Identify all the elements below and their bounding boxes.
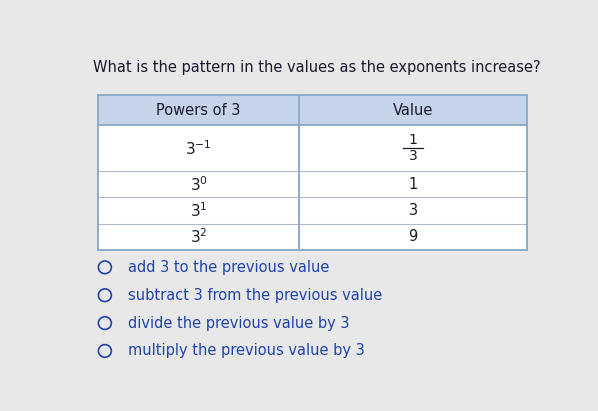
Text: 1: 1 [408,133,417,147]
Text: 3: 3 [408,149,417,163]
Bar [98,95,527,125]
Text: What is the pattern in the values as the exponents increase?: What is the pattern in the values as the… [93,60,541,75]
Bar [98,197,527,224]
Text: $3^{0}$: $3^{0}$ [190,175,208,194]
Text: multiply the previous value by 3: multiply the previous value by 3 [128,344,365,358]
Text: subtract 3 from the previous value: subtract 3 from the previous value [128,288,382,303]
Text: $3^{-1}$: $3^{-1}$ [185,139,212,157]
Text: $3^{2}$: $3^{2}$ [190,227,208,246]
Text: 3: 3 [408,203,417,218]
Text: divide the previous value by 3: divide the previous value by 3 [128,316,350,330]
Text: $3^{1}$: $3^{1}$ [190,201,208,220]
Text: 1: 1 [408,177,417,192]
Text: 9: 9 [408,229,417,245]
Text: add 3 to the previous value: add 3 to the previous value [128,260,329,275]
Text: Powers of 3: Powers of 3 [157,103,241,118]
Bar [98,224,527,250]
Bar [98,171,527,197]
Text: Value: Value [393,103,433,118]
